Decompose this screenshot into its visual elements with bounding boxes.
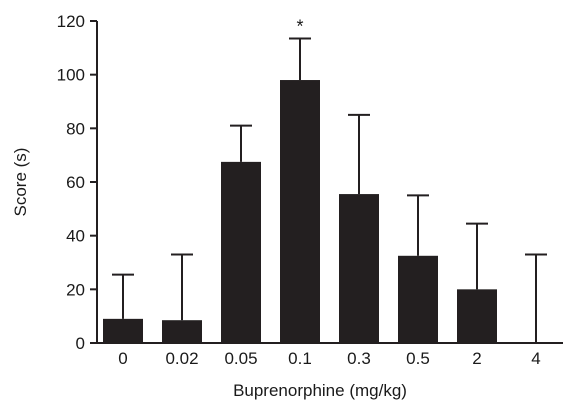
bar <box>221 161 261 343</box>
x-tick-label: 0.3 <box>347 349 371 368</box>
x-tick-label: 0.5 <box>406 349 430 368</box>
x-tick-label: 0.05 <box>224 349 257 368</box>
x-tick-label: 0.02 <box>165 349 198 368</box>
y-axis-title: Score (s) <box>11 148 30 217</box>
x-tick-label: 0.1 <box>288 349 312 368</box>
plot-area: 0 20 40 60 80 100 120 0 0.02 0.05 * 0.1 0.3 0.5 2 4 <box>57 12 547 368</box>
y-tick-label: 60 <box>66 173 85 192</box>
x-tick-label: 4 <box>531 349 540 368</box>
y-tick-label: 0 <box>76 334 85 353</box>
significance-marker: * <box>296 16 303 36</box>
bar <box>280 80 320 344</box>
bar <box>103 318 143 343</box>
y-tick-label: 100 <box>57 66 85 85</box>
bar <box>162 320 202 343</box>
bar <box>398 255 438 343</box>
y-tick-label: 120 <box>57 12 85 31</box>
bar <box>339 194 379 343</box>
x-axis-title: Buprenorphine (mg/kg) <box>233 381 407 400</box>
y-tick-label: 20 <box>66 280 85 299</box>
x-tick-label: 0 <box>118 349 127 368</box>
x-tick-label: 2 <box>472 349 481 368</box>
bar <box>457 289 497 343</box>
y-tick-label: 40 <box>66 227 85 246</box>
y-tick-label: 80 <box>66 119 85 138</box>
